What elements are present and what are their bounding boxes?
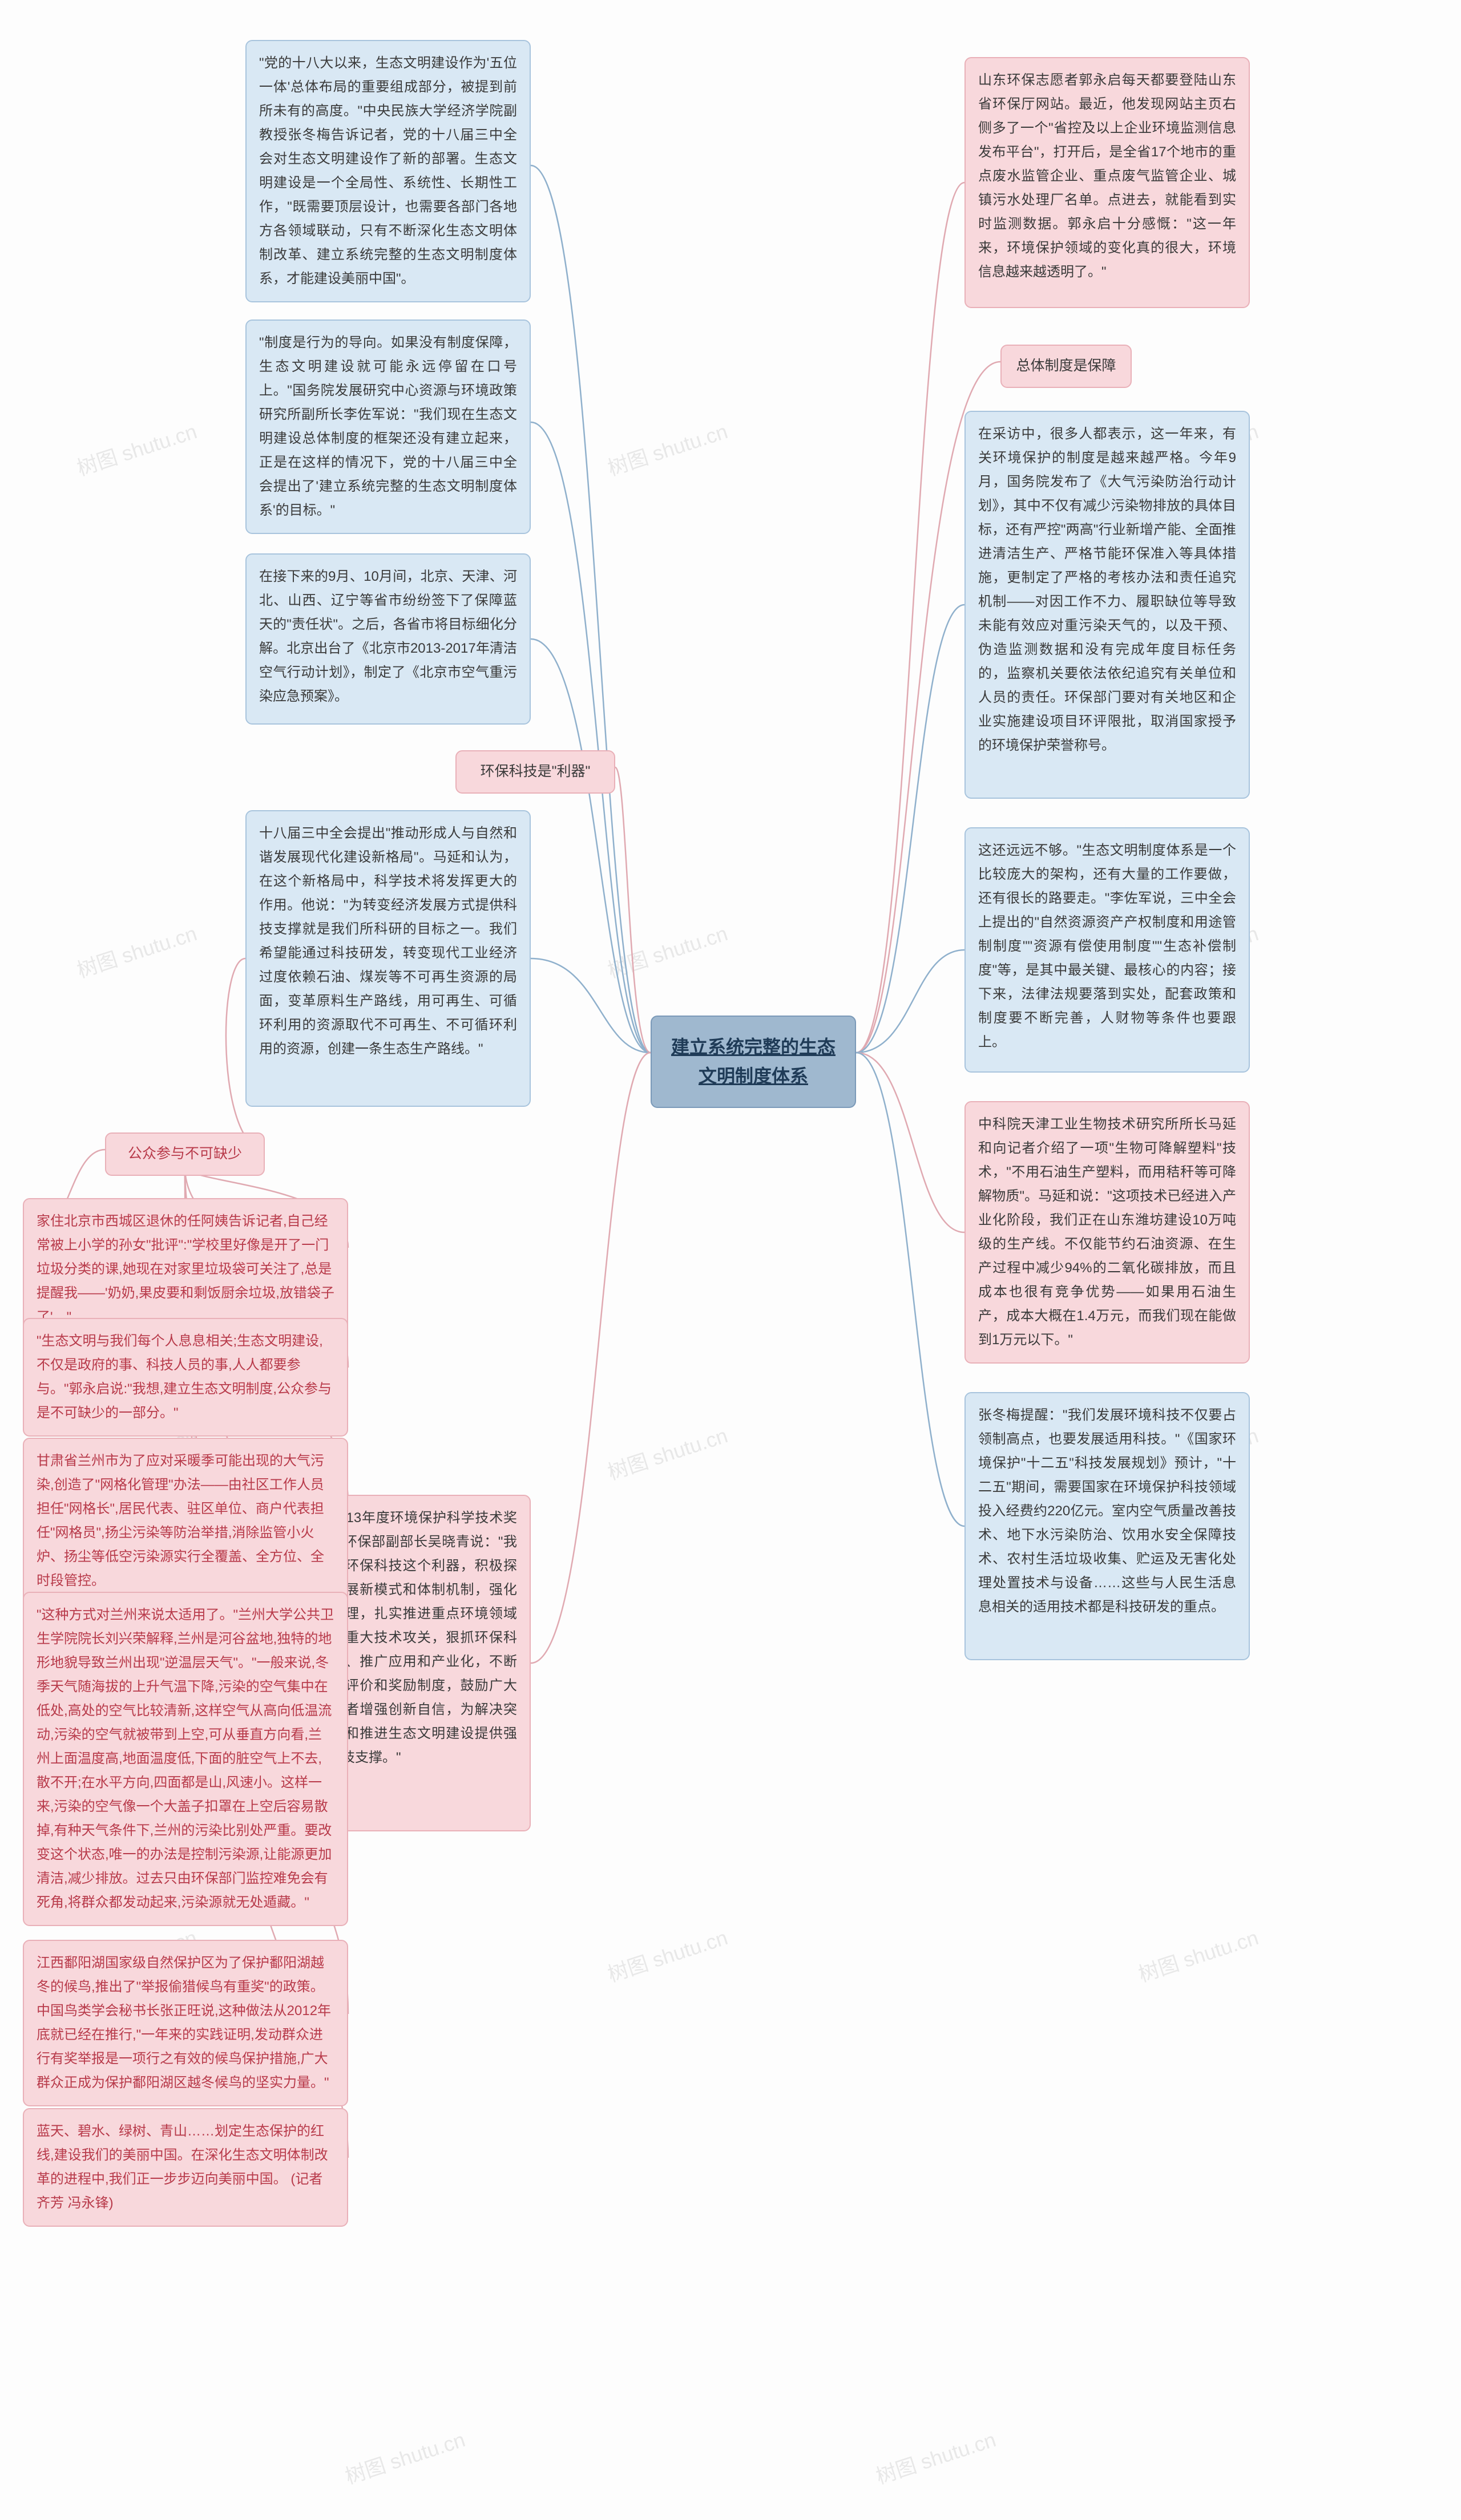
left-node-3: 在接下来的9月、10月间，北京、天津、河北、山西、辽宁等省市纷纷签下了保障蓝天的… (245, 553, 531, 725)
left-node-2: "制度是行为的导向。如果没有制度保障，生态文明建设就可能永远停留在口号上。"国务… (245, 319, 531, 534)
right-node-2: 在采访中，很多人都表示，这一年来，有关环境保护的制度是越来越严格。今年9月，国务… (964, 411, 1250, 799)
left-node-4: 十八届三中全会提出"推动形成人与自然和谐发展现代化建设新格局"。马延和认为，在这… (245, 810, 531, 1107)
farleft-node-3: 甘肃省兰州市为了应对采暖季可能出现的大气污染,创造了"网格化管理"办法——由社区… (23, 1438, 348, 1604)
center-topic: 建立系统完整的生态文明制度体系 (651, 1016, 856, 1108)
watermark: 树图 shutu.cn (603, 1922, 730, 1988)
watermark: 树图 shutu.cn (603, 415, 730, 482)
watermark: 树图 shutu.cn (72, 917, 200, 984)
farleft-node-6: 蓝天、碧水、绿树、青山……划定生态保护的红线,建设我们的美丽中国。在深化生态文明… (23, 2108, 348, 2227)
watermark: 树图 shutu.cn (871, 2424, 999, 2490)
watermark: 树图 shutu.cn (1134, 1922, 1261, 1988)
farleft-node-4: "这种方式对兰州来说太适用了。"兰州大学公共卫生学院院长刘兴荣解释,兰州是河谷盆… (23, 1592, 348, 1926)
left-node-1: "党的十八大以来，生态文明建设作为'五位一体'总体布局的重要组成部分，被提到前所… (245, 40, 531, 302)
watermark: 树图 shutu.cn (72, 415, 200, 482)
right-node-5: 张冬梅提醒："我们发展环境科技不仅要占领制高点，也要发展适用科技。"《国家环境保… (964, 1392, 1250, 1660)
watermark: 树图 shutu.cn (341, 2424, 468, 2490)
farleft-node-5: 江西鄱阳湖国家级自然保护区为了保护鄱阳湖越冬的候鸟,推出了"举报偷猎候鸟有重奖"… (23, 1940, 348, 2106)
watermark: 树图 shutu.cn (603, 1419, 730, 1486)
label-system: 总体制度是保障 (1000, 345, 1132, 388)
label-tech: 环保科技是"利器" (455, 750, 615, 794)
watermark: 树图 shutu.cn (603, 917, 730, 984)
farleft-node-2: "生态文明与我们每个人息息相关;生态文明建设,不仅是政府的事、科技人员的事,人人… (23, 1318, 348, 1437)
right-node-4: 中科院天津工业生物技术研究所所长马延和向记者介绍了一项"生物可降解塑料"技术，"… (964, 1101, 1250, 1364)
label-public: 公众参与不可缺少 (105, 1132, 265, 1176)
right-node-1: 山东环保志愿者郭永启每天都要登陆山东省环保厅网站。最近，他发现网站主页右侧多了一… (964, 57, 1250, 308)
right-node-3: 这还远远不够。"生态文明制度体系是一个比较庞大的架构，还有大量的工作要做，还有很… (964, 827, 1250, 1073)
